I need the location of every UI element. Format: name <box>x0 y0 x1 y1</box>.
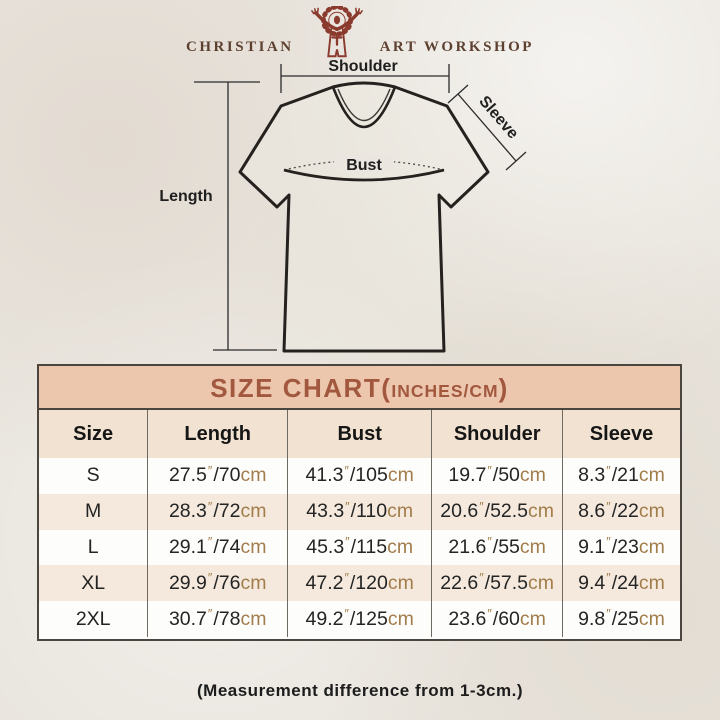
cell-s-length: 27.5 ″/70 cm <box>147 458 288 494</box>
shoulder-label: Shoulder <box>328 58 397 75</box>
collar-outer <box>331 86 397 129</box>
size-label-2xl: 2XL <box>39 601 148 637</box>
cell-xl-bust: 47.2 ″/120 cm <box>287 565 432 602</box>
cell-l-shoulder: 21.6 ″/55 cm <box>431 529 563 566</box>
brand-name-right: ART WORKSHOP <box>379 39 534 55</box>
size-label-m: M <box>39 493 148 530</box>
column-header-size: Size <box>39 410 148 458</box>
cell-l-length: 29.1 ″/74 cm <box>147 529 288 566</box>
cell-m-bust: 43.3 ″/110 cm <box>287 493 432 530</box>
cell-m-length: 28.3 ″/72 cm <box>147 493 288 530</box>
bust-line-solid <box>283 168 445 182</box>
cell-2xl-bust: 49.2 ″/125 cm <box>287 601 432 637</box>
collar-inner <box>337 88 391 121</box>
size-chart-table: SIZE CHART(INCHES/CM) Size Length Bust Shou… <box>37 364 682 641</box>
length-measure-line <box>194 81 277 351</box>
bust-label-backing <box>334 155 394 172</box>
column-header-length: Length <box>147 410 288 458</box>
cell-2xl-sleeve: 9.8 ″/25 cm <box>562 601 680 637</box>
measurement-note: (Measurement difference from 1-3cm.) <box>197 681 523 700</box>
cell-s-bust: 41.3 ″/105 cm <box>287 458 432 494</box>
cell-2xl-shoulder: 23.6 ″/60 cm <box>431 601 563 637</box>
tshirt-measurement-diagram: Shoulder Length Bust Sleeve <box>159 58 527 353</box>
cell-2xl-length: 30.7 ″/78 cm <box>147 601 288 637</box>
size-chart-title: SIZE CHART(INCHES/CM) <box>39 366 680 410</box>
column-header-shoulder: Shoulder <box>431 410 563 458</box>
title-close: ) <box>498 373 509 403</box>
cell-xl-length: 29.9 ″/76 cm <box>147 565 288 602</box>
size-label-s: S <box>39 458 148 494</box>
cell-xl-shoulder: 22.6 ″/57.5 cm <box>431 565 563 602</box>
brand-logo: CHRISTIAN ART WORKSHOP <box>0 6 720 64</box>
cell-s-shoulder: 19.7 ″/50 cm <box>431 458 563 494</box>
column-header-sleeve: Sleeve <box>562 410 680 458</box>
tshirt-outline <box>238 81 490 353</box>
length-label: Length <box>159 188 212 205</box>
jesus-open-arms-icon <box>310 6 363 58</box>
sleeve-label: Sleeve <box>475 93 521 143</box>
sleeve-measure-line <box>447 84 527 171</box>
size-label-l: L <box>39 529 148 566</box>
cell-m-sleeve: 8.6 ″/22 cm <box>562 493 680 530</box>
size-chart-grid: Size Length Bust Shoulder Sleeve S 27.5 ″/70 cm 4… <box>39 410 680 637</box>
cell-s-sleeve: 8.3 ″/21 cm <box>562 458 680 494</box>
title-main: SIZE CHART( <box>210 373 392 403</box>
shoulder-measure-line <box>280 64 450 93</box>
title-units: INCHES/CM <box>391 381 499 401</box>
bust-label: Bust <box>346 157 382 174</box>
brand-name-left: CHRISTIAN <box>186 39 294 55</box>
cell-l-sleeve: 9.1 ″/23 cm <box>562 529 680 566</box>
cell-l-bust: 45.3 ″/115 cm <box>287 529 432 566</box>
cell-m-shoulder: 20.6 ″/52.5 cm <box>431 493 563 530</box>
column-header-bust: Bust <box>287 410 432 458</box>
cell-xl-sleeve: 9.4 ″/24 cm <box>562 565 680 602</box>
size-label-xl: XL <box>39 565 148 602</box>
